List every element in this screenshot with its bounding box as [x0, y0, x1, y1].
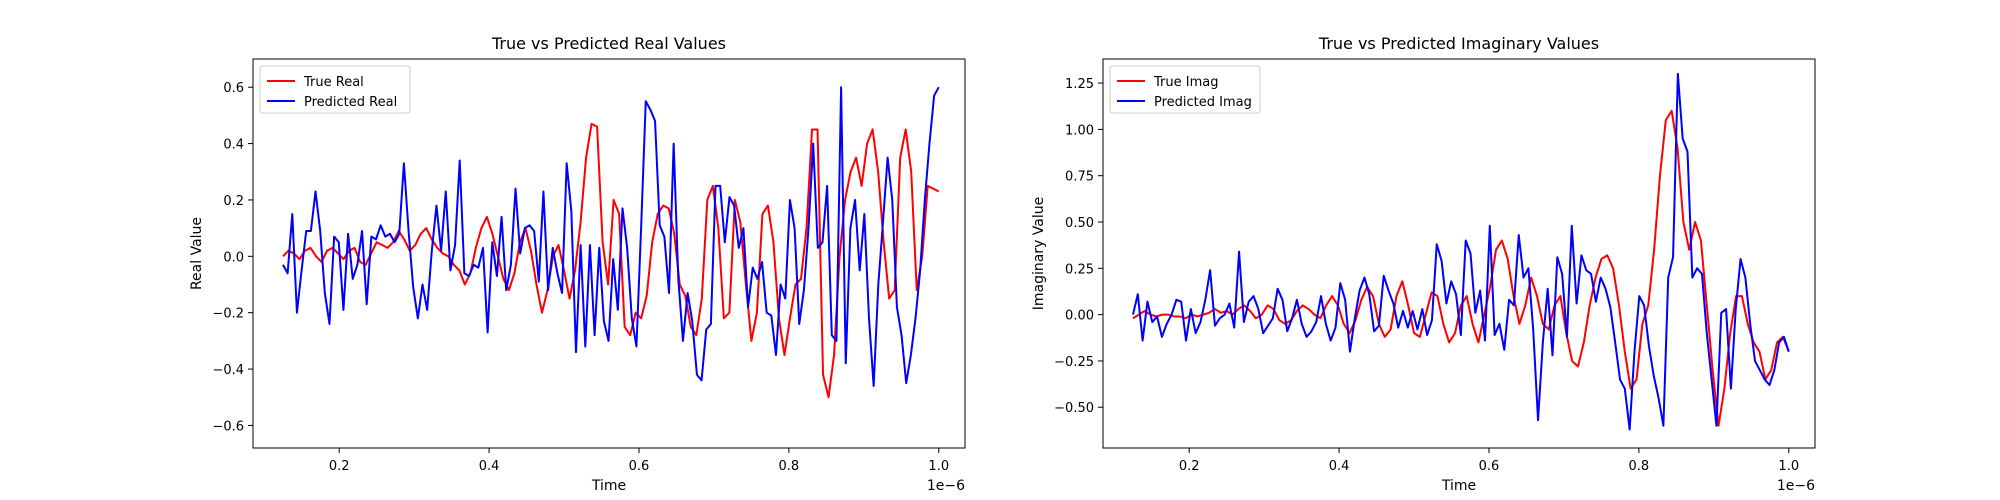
- x-tick-label: 0.2: [329, 459, 350, 474]
- legend-box: [259, 65, 411, 114]
- x-tick-label: 0.4: [479, 459, 500, 474]
- x-tick-label: 0.8: [1629, 459, 1650, 474]
- x-offset-label: 1e−6: [927, 478, 965, 494]
- y-tick-label: 0.0: [223, 250, 244, 265]
- x-tick-label: 1.0: [928, 459, 949, 474]
- y-tick-label: 0.2: [223, 194, 244, 209]
- y-tick-label: 0.75: [1065, 170, 1094, 185]
- y-tick-label: −0.2: [212, 307, 244, 322]
- subplot-1: True vs Predicted Real Values 0.2 0.4 0.6 0.…: [189, 34, 966, 494]
- chart-title: True vs Predicted Imaginary Values: [1318, 34, 1599, 53]
- y-axis-label: Imaginary Value: [1031, 197, 1047, 311]
- x-axis-label: Time: [591, 478, 626, 494]
- y-tick-label: −0.4: [212, 363, 244, 378]
- y-tick-label: 0.6: [223, 81, 244, 96]
- x-tick-label: 0.6: [1479, 459, 1500, 474]
- series-line-predicted: [1132, 72, 1790, 431]
- y-tick-label: −0.25: [1054, 355, 1094, 370]
- legend-entry: True Real: [303, 75, 364, 90]
- legend: True Imag Predicted Imag: [1109, 65, 1261, 114]
- x-tick-label: 0.6: [629, 459, 650, 474]
- x-tick-label: 0.4: [1329, 459, 1350, 474]
- y-tick-label: −0.50: [1054, 401, 1094, 416]
- series-line-predicted: [282, 86, 940, 387]
- series-line-true: [1132, 109, 1790, 427]
- y-axis-label: Real Value: [189, 217, 205, 290]
- y-tick-label: 0.50: [1065, 216, 1094, 231]
- x-axis-label: Time: [1441, 478, 1476, 494]
- y-tick-label: 0.25: [1065, 262, 1094, 277]
- y-tick-label: 0.00: [1065, 309, 1094, 324]
- legend-entry: Predicted Imag: [1154, 95, 1252, 110]
- legend-entry: Predicted Real: [304, 95, 397, 110]
- axes-frame: [252, 58, 966, 449]
- y-tick-label: −0.6: [212, 419, 244, 434]
- y-tick-label: 1.25: [1065, 77, 1094, 92]
- series-line-true: [282, 122, 940, 399]
- x-tick-label: 0.8: [779, 459, 800, 474]
- legend: True Real Predicted Real: [259, 65, 411, 114]
- x-offset-label: 1e−6: [1777, 478, 1815, 494]
- x-tick-label: 1.0: [1778, 459, 1799, 474]
- axes-frame: [1102, 58, 1816, 449]
- subplot-2: True vs Predicted Imaginary Values 0.2 0.4…: [1031, 34, 1816, 494]
- x-tick-label: 0.2: [1179, 459, 1200, 474]
- legend-box: [1109, 65, 1261, 114]
- chart-title: True vs Predicted Real Values: [491, 34, 726, 53]
- y-tick-label: 0.4: [223, 138, 244, 153]
- legend-entry: True Imag: [1153, 75, 1218, 90]
- y-tick-label: 1.00: [1065, 123, 1094, 138]
